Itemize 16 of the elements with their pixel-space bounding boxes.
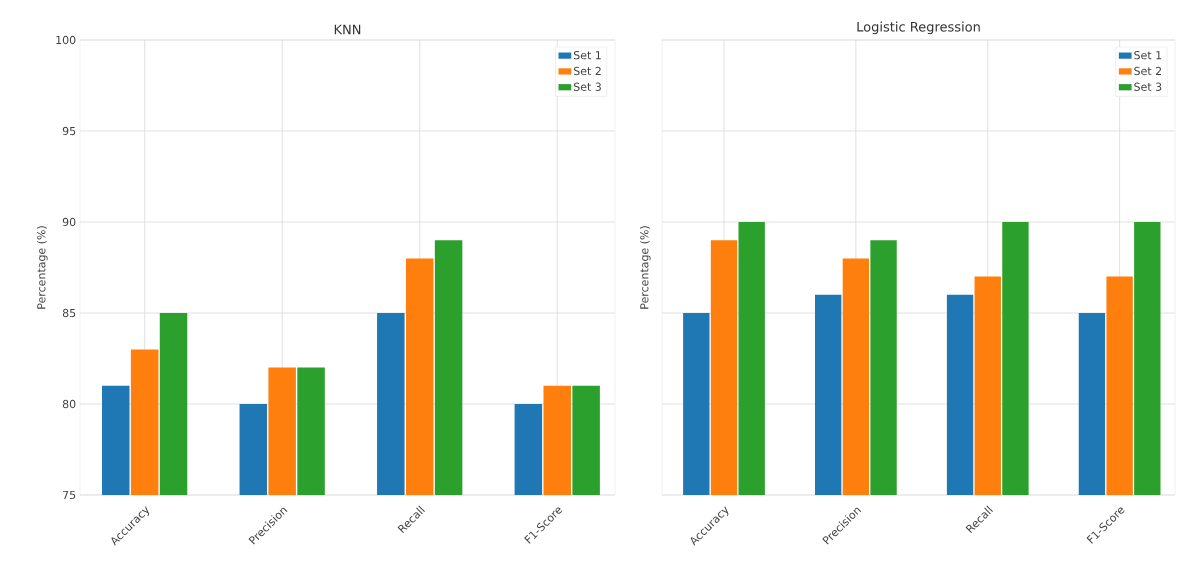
legend-label: Set 3 xyxy=(1134,82,1162,91)
legend-label: Set 2 xyxy=(573,66,601,76)
y-tick-label: 75 xyxy=(63,490,76,500)
legend-label: Set 3 xyxy=(573,82,601,91)
chart-title: KNN xyxy=(334,24,361,35)
legend-label: Set 2 xyxy=(1134,66,1162,76)
legend-label: Set 1 xyxy=(1134,51,1162,60)
y-axis-title: Percentage (%) xyxy=(639,226,651,309)
y-tick-label: 80 xyxy=(62,399,76,409)
chart-title: Logistic Regression xyxy=(857,21,980,35)
y-axis-title: Percentage (%) xyxy=(36,226,48,309)
y-tick-label: 100 xyxy=(56,35,76,45)
y-tick-label: 90 xyxy=(62,217,76,227)
legend-label: Set 1 xyxy=(573,51,601,60)
y-tick-label: 85 xyxy=(62,308,76,318)
y-tick-label: 95 xyxy=(62,126,76,136)
